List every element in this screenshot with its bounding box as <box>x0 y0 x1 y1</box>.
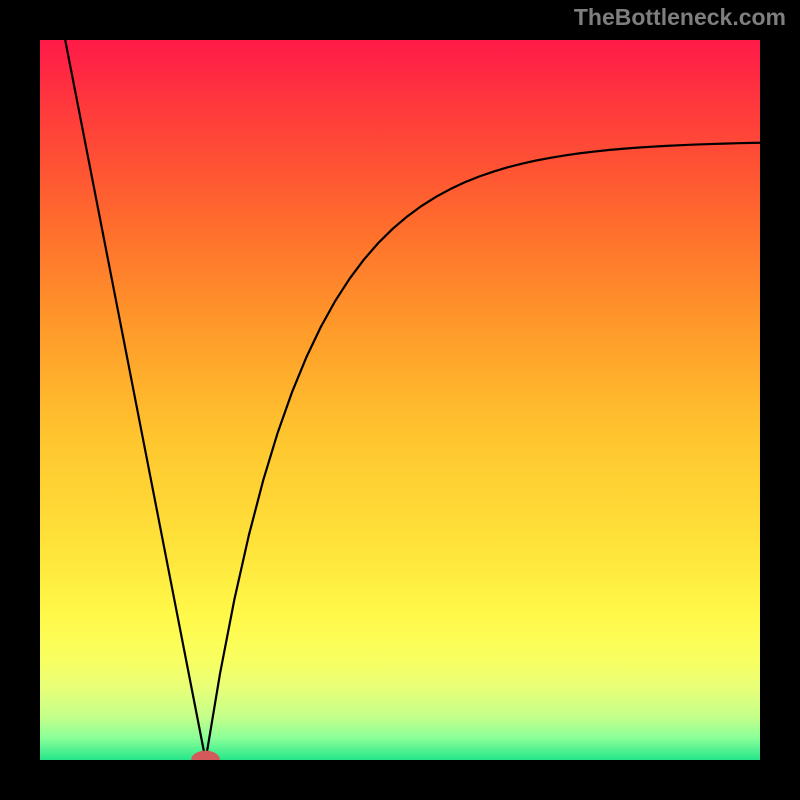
watermark-text: TheBottleneck.com <box>574 4 786 31</box>
chart-container: TheBottleneck.com <box>0 0 800 800</box>
bottleneck-plot <box>40 40 760 760</box>
plot-background <box>40 40 760 760</box>
